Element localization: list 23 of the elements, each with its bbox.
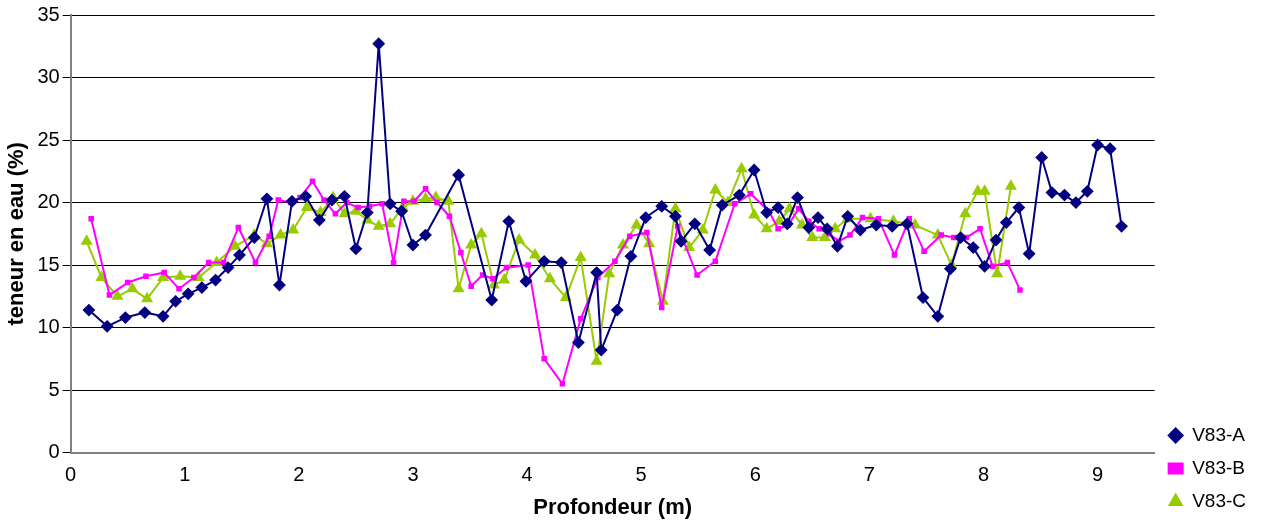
- x-tick-label: 4: [521, 463, 533, 486]
- y-tick-label: 5: [48, 377, 60, 400]
- y-tick-label: 10: [37, 315, 60, 338]
- x-tick-label: 5: [635, 463, 647, 486]
- x-tick-label: 0: [65, 463, 77, 486]
- y-tick-label: 15: [37, 252, 60, 275]
- y-tick-label: 20: [37, 190, 60, 213]
- legend-label: V83-B: [1192, 456, 1245, 478]
- x-tick-label: 7: [863, 463, 875, 486]
- x-tick-label: 9: [1092, 463, 1104, 486]
- y-axis-title: teneur en eau (%): [3, 142, 29, 326]
- y-tick-label: 35: [37, 2, 60, 25]
- x-tick-label: 2: [293, 463, 305, 486]
- legend-label: V83-A: [1192, 423, 1246, 445]
- legend-label: V83-C: [1192, 489, 1246, 511]
- x-tick-label: 3: [407, 463, 419, 486]
- y-tick-label: 25: [37, 127, 60, 150]
- x-tick-label: 6: [749, 463, 761, 486]
- x-tick-label: 1: [179, 463, 191, 486]
- x-axis-title: Profondeur (m): [533, 493, 693, 519]
- y-tick-label: 30: [37, 65, 60, 88]
- y-tick-label: 0: [48, 440, 60, 463]
- x-tick-label: 8: [977, 463, 990, 486]
